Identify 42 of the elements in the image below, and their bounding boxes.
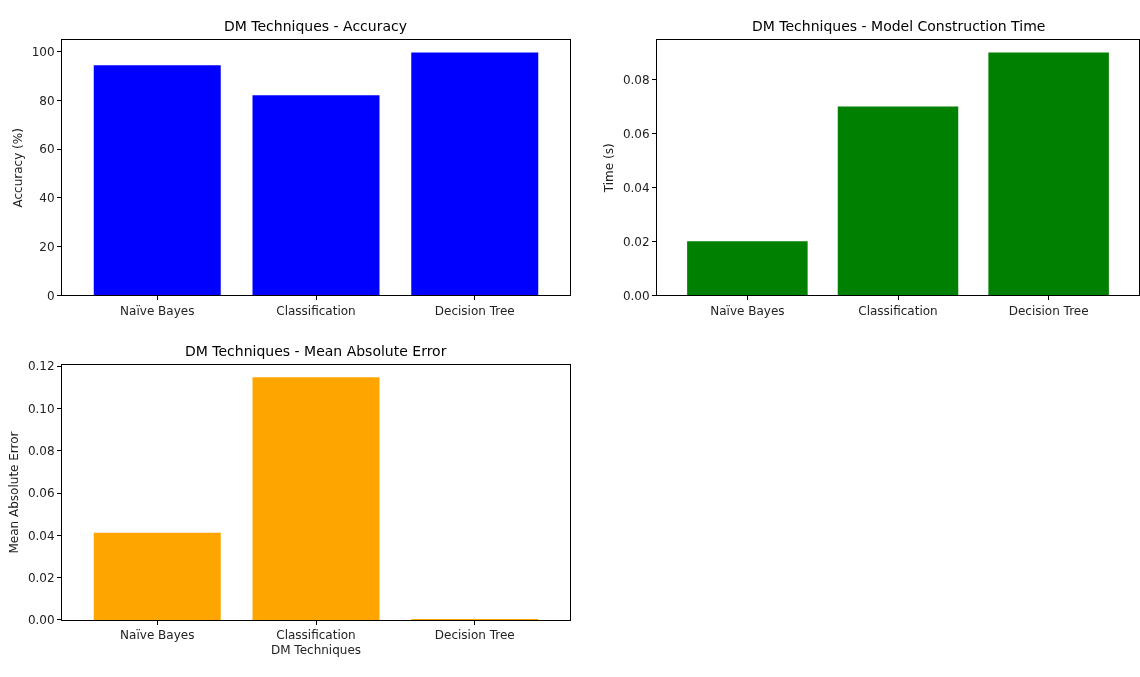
- y-tick-label: 0.10: [27, 401, 55, 416]
- x-tick-label: Classification: [858, 303, 938, 318]
- bar: [687, 241, 808, 296]
- bar: [252, 95, 380, 296]
- bar: [988, 52, 1109, 296]
- x-axis-title: DM Techniques: [270, 643, 362, 658]
- y-tick-label: 0.04: [622, 180, 650, 195]
- x-tick-label: Decision Tree: [434, 628, 515, 643]
- bar: [837, 106, 959, 296]
- y-axis-title: Accuracy (%): [10, 128, 25, 208]
- y-tick-label: 40: [39, 191, 55, 206]
- y-tick-label: 0.06: [622, 126, 650, 141]
- chart-title: DM Techniques - Model Construction Time: [752, 18, 1046, 34]
- x-tick-label: Decision Tree: [434, 303, 515, 318]
- y-tick-label: 80: [39, 93, 55, 108]
- chart-title: DM Techniques - Mean Absolute Error: [185, 343, 447, 359]
- y-tick-label: 0.04: [27, 528, 55, 543]
- x-tick-label: Naïve Bayes: [710, 303, 785, 318]
- x-tick-label: Classification: [276, 303, 356, 318]
- y-tick-label: 60: [39, 142, 55, 157]
- bar: [93, 532, 221, 620]
- x-tick-label: Naïve Bayes: [120, 628, 195, 643]
- y-tick-label: 0.02: [622, 234, 650, 249]
- x-tick-label: Classification: [276, 628, 356, 643]
- bar: [252, 377, 380, 620]
- y-tick-label: 0.12: [27, 359, 55, 374]
- bar: [411, 52, 539, 296]
- y-axis-title: Time (s): [602, 143, 617, 194]
- y-tick-label: 100: [31, 44, 55, 59]
- y-tick-label: 0.00: [27, 613, 55, 628]
- y-tick-label: 0.00: [622, 288, 650, 303]
- x-tick-label: Decision Tree: [1008, 303, 1089, 318]
- y-tick-label: 0.08: [27, 443, 55, 458]
- x-tick-label: Naïve Bayes: [120, 303, 195, 318]
- chart-title: DM Techniques - Accuracy: [224, 18, 407, 34]
- y-axis-title: Mean Absolute Error: [7, 431, 22, 554]
- y-tick-label: 0: [46, 288, 55, 303]
- y-tick-label: 0.06: [27, 486, 55, 501]
- y-tick-label: 0.08: [622, 72, 650, 87]
- y-tick-label: 20: [39, 239, 55, 254]
- bar: [93, 65, 221, 296]
- y-tick-label: 0.02: [27, 570, 55, 585]
